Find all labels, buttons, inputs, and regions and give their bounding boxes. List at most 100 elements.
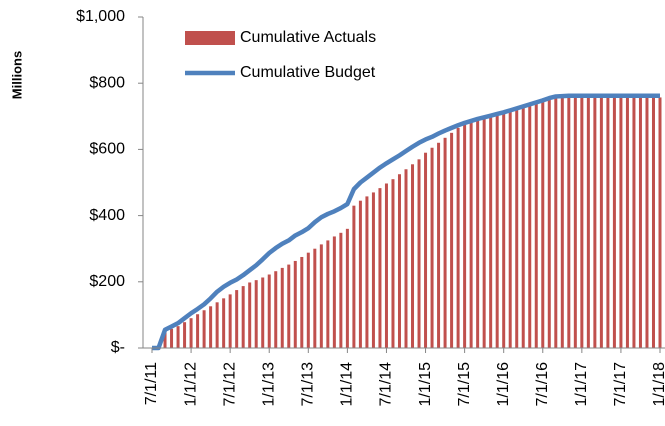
bar (612, 97, 616, 348)
bar (183, 322, 187, 348)
bar (554, 98, 558, 348)
bar (397, 174, 401, 348)
bar (319, 244, 323, 348)
bar (534, 102, 538, 348)
bar (456, 127, 460, 348)
x-tick-label: 1/1/14 (339, 362, 356, 407)
bar (638, 97, 642, 348)
x-tick-label: 1/1/15 (417, 362, 434, 407)
bar (463, 124, 467, 348)
bar (495, 114, 499, 349)
bar (391, 179, 395, 348)
bar (176, 326, 180, 348)
bar (469, 121, 473, 348)
bar (411, 164, 415, 348)
bar (443, 137, 447, 348)
bar (437, 142, 441, 348)
y-tick-label: $- (111, 339, 125, 356)
bar (521, 106, 525, 349)
bar (326, 240, 330, 348)
bar (163, 331, 167, 348)
x-tick-label: 7/1/12 (221, 362, 238, 407)
bar (189, 318, 193, 348)
bar (632, 97, 636, 348)
bar (547, 99, 551, 348)
y-tick-label: $800 (89, 74, 125, 91)
bar (430, 147, 434, 348)
bar (267, 274, 271, 348)
bar (599, 97, 603, 348)
bar (378, 188, 382, 348)
bar (345, 228, 349, 348)
y-tick-label: $200 (89, 273, 125, 290)
x-tick-label: 1/1/16 (495, 362, 512, 407)
x-tick-label: 7/1/13 (300, 362, 317, 407)
bar (274, 271, 278, 348)
bar (417, 159, 421, 348)
bar (209, 306, 213, 348)
bar (573, 97, 577, 348)
bar (352, 205, 356, 348)
bar (170, 328, 174, 348)
bar (489, 116, 493, 348)
bar (450, 132, 454, 348)
bar (567, 97, 571, 348)
bar (339, 232, 343, 348)
bar (287, 264, 291, 348)
bar (228, 294, 232, 348)
legend-label: Cumulative Budget (240, 64, 376, 81)
x-tick-label: 7/1/14 (378, 362, 395, 407)
legend-swatch (185, 31, 235, 45)
bar (593, 97, 597, 348)
bar (658, 97, 662, 348)
bar (293, 260, 297, 348)
bar (332, 236, 336, 348)
bar (280, 267, 284, 348)
x-tick-label: 7/1/11 (143, 362, 160, 405)
bar (235, 290, 239, 348)
bar (651, 97, 655, 348)
y-tick-label: $1,000 (76, 8, 125, 25)
bar (528, 104, 532, 348)
y-axis-label: Millions (9, 51, 24, 99)
x-tick-label: 1/1/18 (651, 362, 665, 407)
bar (254, 280, 258, 348)
bar (222, 298, 226, 348)
x-tick-label: 1/1/13 (260, 362, 277, 407)
x-tick-label: 7/1/16 (534, 362, 551, 407)
bar (606, 97, 610, 348)
bar (560, 97, 564, 348)
bar (580, 97, 584, 348)
bar (404, 169, 408, 348)
y-tick-label: $400 (89, 207, 125, 224)
bar (248, 282, 252, 348)
bar (241, 286, 245, 348)
bar (508, 110, 512, 348)
bar (261, 277, 265, 348)
bar (300, 256, 304, 348)
x-tick-label: 7/1/17 (612, 362, 629, 407)
y-tick-label: $600 (89, 141, 125, 158)
bar (424, 152, 428, 348)
bar (476, 119, 480, 348)
bar (625, 97, 629, 348)
bar (645, 97, 649, 348)
x-tick-label: 7/1/15 (456, 362, 473, 407)
bar (502, 112, 506, 348)
bar (586, 97, 590, 348)
bar (515, 108, 519, 348)
bar (306, 252, 310, 348)
x-tick-label: 1/1/12 (182, 362, 199, 407)
bar (358, 200, 362, 348)
bar (365, 196, 369, 348)
bar (482, 117, 486, 348)
bar (215, 302, 219, 348)
bar (196, 314, 200, 348)
x-tick-label: 1/1/17 (573, 362, 590, 407)
legend-label: Cumulative Actuals (240, 29, 376, 46)
line (152, 93, 660, 351)
bar (384, 183, 388, 348)
bar (202, 310, 206, 348)
bar (371, 192, 375, 348)
